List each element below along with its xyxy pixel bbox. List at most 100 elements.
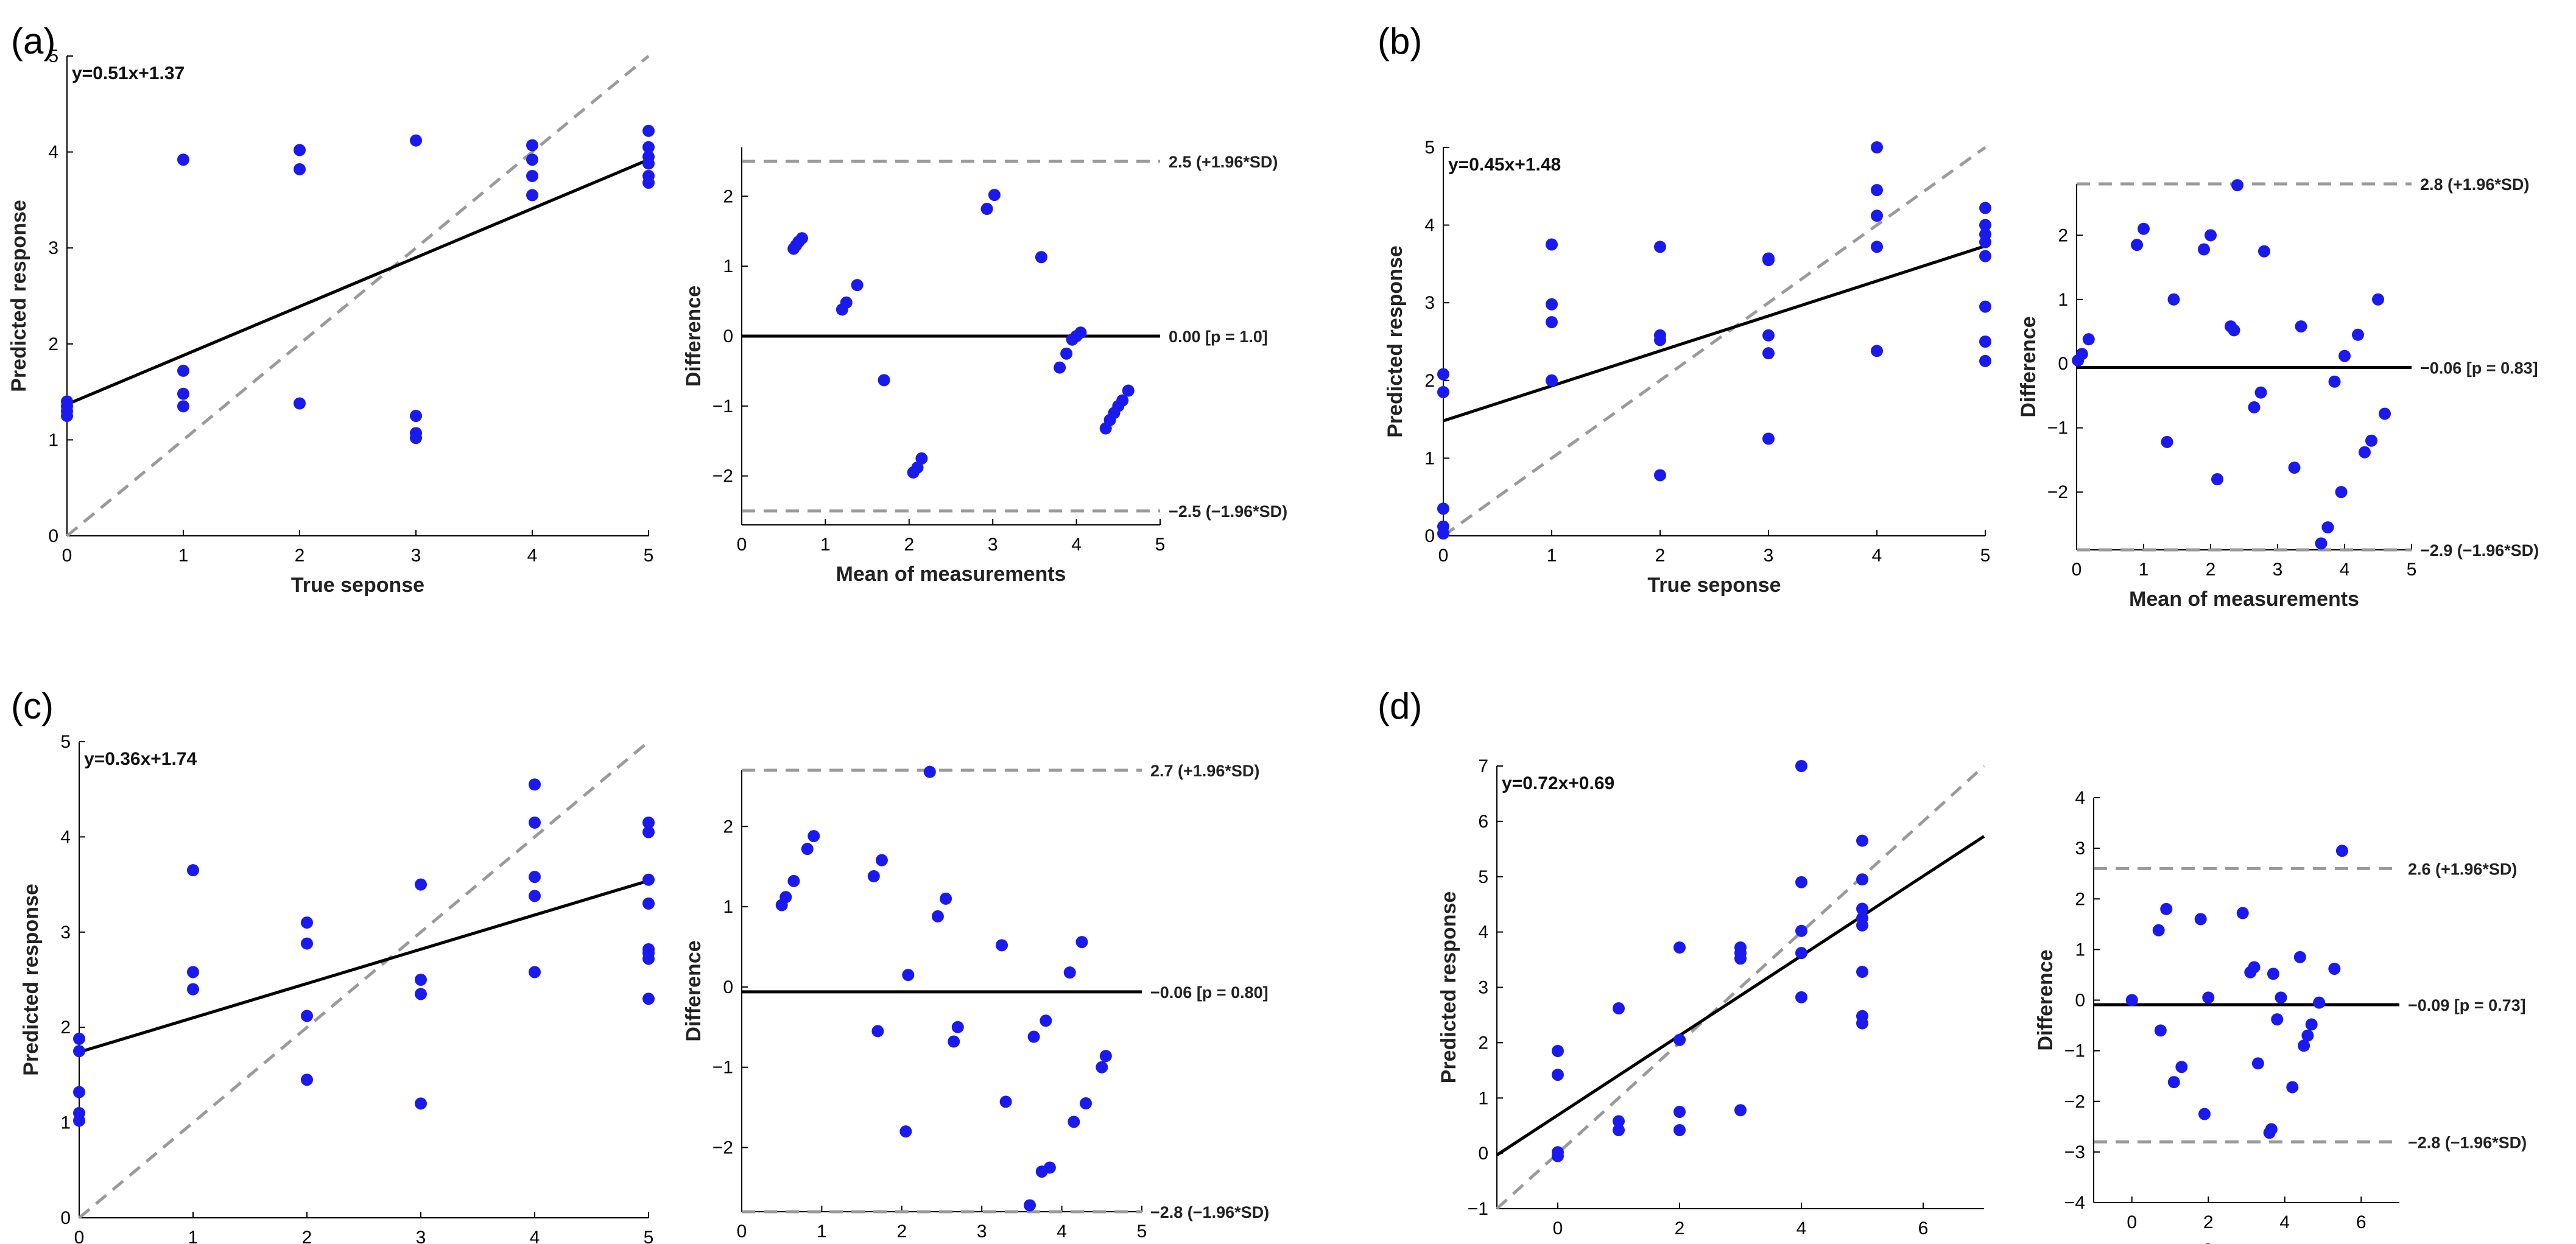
y-axis-label: Predicted response xyxy=(7,200,30,392)
data-point xyxy=(2265,1123,2278,1136)
data-point xyxy=(2258,245,2270,258)
y-tick-label: 3 xyxy=(48,238,58,258)
data-point xyxy=(529,966,541,979)
data-point xyxy=(2154,1024,2167,1037)
x-tick-label: 4 xyxy=(1872,546,1882,566)
data-point xyxy=(1654,241,1666,253)
data-point xyxy=(2335,486,2348,499)
data-point xyxy=(187,864,199,877)
data-point xyxy=(642,141,655,153)
y-tick-label: 2 xyxy=(1424,371,1435,391)
y-tick-label: 0 xyxy=(48,526,58,546)
data-point xyxy=(1546,298,1558,311)
data-point xyxy=(2313,996,2326,1009)
upper-limit-label: 2.5 (+1.96*SD) xyxy=(1169,153,1278,171)
x-tick-label: 5 xyxy=(1155,535,1166,555)
data-point xyxy=(415,974,427,986)
data-point xyxy=(2248,401,2261,413)
data-point xyxy=(1762,432,1775,445)
data-point xyxy=(801,843,814,856)
data-point xyxy=(2359,446,2371,459)
data-point xyxy=(2167,1076,2180,1089)
data-point xyxy=(73,1086,85,1098)
data-point xyxy=(2211,473,2223,486)
y-tick-label: −2 xyxy=(2064,1092,2085,1112)
data-point xyxy=(642,124,655,137)
chart-panel-2: 0 1 2 3 4 5 −2 −1 0 1 2 Mean of measurements Differe… xyxy=(682,147,1287,586)
x-tick-label: 4 xyxy=(2340,560,2350,580)
data-point xyxy=(301,916,313,929)
data-point xyxy=(2175,1061,2188,1074)
y-tick-label: 1 xyxy=(60,1113,71,1133)
data-point xyxy=(1762,254,1775,267)
data-point xyxy=(2075,348,2088,360)
data-point xyxy=(1437,368,1449,381)
data-point xyxy=(526,153,538,166)
data-point xyxy=(948,1035,960,1048)
x-tick-label: 5 xyxy=(644,546,654,566)
x-tick-label: 4 xyxy=(2279,1212,2290,1232)
data-point xyxy=(1979,219,1991,231)
data-point xyxy=(301,937,313,950)
y-tick-label: 4 xyxy=(2075,788,2085,808)
regression-equation: y=0.45x+1.48 xyxy=(1448,155,1561,175)
x-tick-label: 3 xyxy=(988,535,998,555)
x-tick-label: 5 xyxy=(644,1228,654,1244)
data-point xyxy=(73,1045,85,1058)
data-point xyxy=(1437,385,1449,398)
x-tick-label: 5 xyxy=(1980,546,1991,566)
data-point xyxy=(2338,350,2351,362)
data-point xyxy=(840,296,853,309)
x-tick-label: 0 xyxy=(2072,560,2082,580)
data-point xyxy=(988,189,1001,202)
y-tick-label: 4 xyxy=(60,827,71,847)
y-axis-label: Difference xyxy=(2034,949,2057,1050)
data-point xyxy=(875,854,888,866)
y-tick-label: 3 xyxy=(60,922,71,943)
data-point xyxy=(177,400,189,413)
data-point xyxy=(187,983,199,996)
regression-equation: y=0.72x+0.69 xyxy=(1502,773,1614,793)
y-tick-label: 5 xyxy=(1478,867,1488,887)
data-point xyxy=(2228,324,2240,337)
data-point xyxy=(1613,1115,1625,1128)
data-point xyxy=(2248,961,2261,974)
data-point xyxy=(2321,521,2334,534)
x-tick-label: 2 xyxy=(302,1228,312,1244)
data-point xyxy=(779,891,792,904)
upper-limit-label: 2.7 (+1.96*SD) xyxy=(1150,762,1259,780)
data-point xyxy=(2267,968,2279,980)
data-point xyxy=(1116,394,1129,407)
data-point xyxy=(1795,760,1807,772)
data-point xyxy=(642,873,655,886)
y-tick-label: 4 xyxy=(48,142,58,163)
y-tick-label: 1 xyxy=(48,430,58,450)
data-point xyxy=(642,993,655,1005)
data-point xyxy=(996,939,1008,952)
data-point xyxy=(177,153,189,166)
data-point xyxy=(1096,1061,1108,1074)
data-point xyxy=(2379,407,2391,420)
data-point xyxy=(2335,845,2348,857)
data-point xyxy=(294,397,306,410)
regression-fit-line xyxy=(66,158,649,406)
regression-fit-line xyxy=(1443,244,1986,423)
panel-label: (b) xyxy=(1378,21,1422,61)
data-point xyxy=(980,203,993,216)
x-tick-label: 4 xyxy=(527,546,538,566)
data-point xyxy=(878,374,890,387)
data-point xyxy=(1673,1123,1686,1136)
data-point xyxy=(415,878,427,891)
data-point xyxy=(787,874,800,887)
data-point xyxy=(1856,834,1868,847)
x-tick-label: 0 xyxy=(62,546,72,566)
data-point xyxy=(2301,1029,2314,1042)
y-tick-label: −2 xyxy=(713,1138,733,1158)
data-point xyxy=(1979,250,1991,262)
data-point xyxy=(529,778,541,791)
y-tick-label: 5 xyxy=(1424,138,1435,158)
data-point xyxy=(1871,184,1883,197)
y-axis-label: Difference xyxy=(682,286,705,387)
x-tick-label: 3 xyxy=(1764,546,1774,566)
